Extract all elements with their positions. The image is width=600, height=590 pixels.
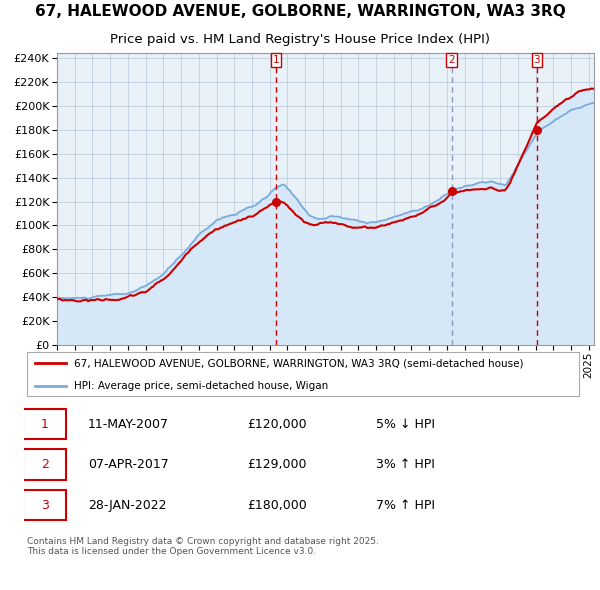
FancyBboxPatch shape — [23, 450, 67, 480]
Text: 67, HALEWOOD AVENUE, GOLBORNE, WARRINGTON, WA3 3RQ: 67, HALEWOOD AVENUE, GOLBORNE, WARRINGTO… — [35, 4, 565, 18]
Text: HPI: Average price, semi-detached house, Wigan: HPI: Average price, semi-detached house,… — [74, 381, 328, 391]
Text: 3% ↑ HPI: 3% ↑ HPI — [376, 458, 434, 471]
Text: 1: 1 — [41, 418, 49, 431]
Text: Contains HM Land Registry data © Crown copyright and database right 2025.
This d: Contains HM Land Registry data © Crown c… — [27, 537, 379, 556]
Text: 5% ↓ HPI: 5% ↓ HPI — [376, 418, 434, 431]
Text: £180,000: £180,000 — [247, 499, 307, 512]
Text: 3: 3 — [533, 55, 540, 65]
FancyBboxPatch shape — [23, 409, 67, 439]
Text: 1: 1 — [273, 55, 280, 65]
FancyBboxPatch shape — [27, 352, 579, 396]
Text: 67, HALEWOOD AVENUE, GOLBORNE, WARRINGTON, WA3 3RQ (semi-detached house): 67, HALEWOOD AVENUE, GOLBORNE, WARRINGTO… — [74, 358, 524, 368]
Text: 7% ↑ HPI: 7% ↑ HPI — [376, 499, 434, 512]
Text: 28-JAN-2022: 28-JAN-2022 — [88, 499, 167, 512]
Text: 2: 2 — [41, 458, 49, 471]
Text: 07-APR-2017: 07-APR-2017 — [88, 458, 169, 471]
Text: Price paid vs. HM Land Registry's House Price Index (HPI): Price paid vs. HM Land Registry's House … — [110, 32, 490, 45]
Text: 11-MAY-2007: 11-MAY-2007 — [88, 418, 169, 431]
Text: £129,000: £129,000 — [247, 458, 307, 471]
Text: 2: 2 — [448, 55, 455, 65]
Text: 3: 3 — [41, 499, 49, 512]
FancyBboxPatch shape — [23, 490, 67, 520]
Text: £120,000: £120,000 — [247, 418, 307, 431]
